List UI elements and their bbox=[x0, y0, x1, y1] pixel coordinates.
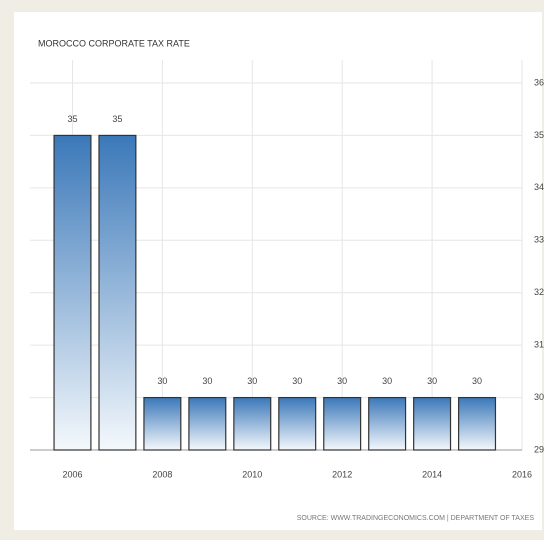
x-tick-label: 2010 bbox=[242, 469, 262, 479]
panel bbox=[14, 12, 542, 530]
y-tick-label: 30 bbox=[534, 392, 544, 402]
bar bbox=[323, 396, 362, 451]
x-tick-label: 2014 bbox=[422, 469, 442, 479]
y-tick-label: 32 bbox=[534, 287, 544, 297]
bar bbox=[98, 134, 137, 451]
y-tick-label: 34 bbox=[534, 182, 544, 192]
data-label: 35 bbox=[67, 114, 77, 124]
bar bbox=[458, 396, 497, 451]
source-note: SOURCE: WWW.TRADINGECONOMICS.COM | DEPAR… bbox=[297, 515, 535, 522]
bar bbox=[278, 396, 317, 451]
data-label: 30 bbox=[292, 376, 302, 386]
data-label: 30 bbox=[337, 376, 347, 386]
bar bbox=[413, 396, 452, 451]
bar bbox=[53, 134, 92, 451]
data-label: 30 bbox=[157, 376, 167, 386]
x-tick-label: 2012 bbox=[332, 469, 352, 479]
x-tick-label: 2016 bbox=[512, 469, 532, 479]
data-label: 30 bbox=[202, 376, 212, 386]
data-label: 30 bbox=[472, 376, 482, 386]
data-label: 30 bbox=[427, 376, 437, 386]
bar bbox=[143, 396, 182, 451]
y-tick-label: 29 bbox=[534, 444, 544, 454]
y-tick-label: 36 bbox=[534, 77, 544, 87]
data-label: 30 bbox=[382, 376, 392, 386]
bar bbox=[188, 396, 227, 451]
y-tick-label: 35 bbox=[534, 130, 544, 140]
bar bbox=[233, 396, 272, 451]
chart-title: MOROCCO CORPORATE TAX RATE bbox=[38, 38, 190, 48]
x-tick-label: 2008 bbox=[152, 469, 172, 479]
data-label: 35 bbox=[112, 114, 122, 124]
y-tick-label: 31 bbox=[534, 340, 544, 350]
y-tick-label: 33 bbox=[534, 235, 544, 245]
bar bbox=[368, 396, 407, 451]
data-label: 30 bbox=[247, 376, 257, 386]
x-tick-label: 2006 bbox=[62, 469, 82, 479]
